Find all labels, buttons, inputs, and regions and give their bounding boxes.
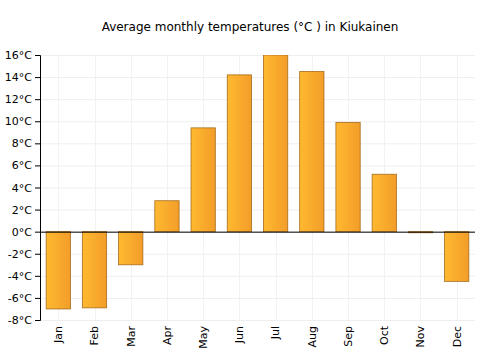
tick: Sep: [342, 320, 355, 347]
bar: [82, 232, 106, 308]
tick-label: May: [197, 326, 210, 349]
tick-mark: [35, 254, 40, 255]
tick-mark: [35, 276, 40, 277]
tick: -4°C: [8, 270, 40, 283]
grid-line: [40, 143, 475, 144]
tick-label: Jul: [269, 326, 282, 340]
tick: Jan: [52, 320, 65, 344]
tick: Feb: [88, 320, 101, 345]
tick-mark: [35, 121, 40, 122]
tick-mark: [35, 99, 40, 100]
tick: Jun: [233, 320, 246, 344]
tick: Nov: [414, 320, 427, 347]
bar: [191, 128, 215, 232]
tick-mark: [35, 232, 40, 233]
tick: 0°C: [12, 226, 40, 239]
tick-label: Apr: [161, 326, 174, 346]
tick: 2°C: [12, 204, 40, 217]
tick-label: Aug: [306, 326, 319, 347]
grid-line: [40, 77, 475, 78]
tick-mark: [35, 77, 40, 78]
tick: Aug: [306, 320, 319, 347]
tick: 14°C: [5, 71, 40, 84]
tick-mark: [35, 55, 40, 56]
title: Average monthly temperatures (°C ) in Ki…: [102, 20, 399, 34]
tick-label: -6°C: [8, 292, 32, 305]
tick: 16°C: [5, 49, 40, 62]
grid-line: [167, 55, 168, 320]
tick-label: -2°C: [8, 248, 32, 261]
grid-line: [420, 55, 421, 320]
tick-label: Mar: [125, 326, 138, 347]
tick: 12°C: [5, 93, 40, 106]
tick-label: 12°C: [5, 93, 32, 106]
tick: Mar: [125, 320, 138, 347]
tick-label: 16°C: [5, 49, 32, 62]
tick-label: Jan: [52, 326, 65, 344]
plot: -8°C -6°C -4°C -2°C 0°C 2°C 4°C 6°C 8°C 10°C 12°C 1…: [5, 49, 476, 349]
tick-mark: [35, 298, 40, 299]
bar: [119, 232, 143, 265]
tick-label: Oct: [378, 325, 391, 345]
tick: 4°C: [12, 182, 40, 195]
tick-label: Feb: [88, 326, 101, 345]
bar: [263, 55, 287, 232]
tick: -6°C: [8, 292, 40, 305]
grid-line: [40, 99, 475, 100]
tick-mark: [35, 320, 40, 321]
tick-label: -4°C: [8, 270, 32, 283]
tick: Dec: [451, 320, 464, 347]
bar: [372, 174, 396, 231]
tick: Jul: [269, 320, 282, 340]
bars: [46, 55, 469, 309]
grid-line: [40, 210, 475, 211]
tick-label: 4°C: [12, 182, 32, 195]
grid-line: [40, 55, 475, 56]
grid-line: [40, 188, 475, 189]
bar: [155, 201, 179, 232]
tick-label: 2°C: [12, 204, 32, 217]
tick-label: 10°C: [5, 115, 32, 128]
tick: Apr: [161, 320, 174, 345]
tick: -8°C: [8, 314, 40, 327]
tick: 10°C: [5, 115, 40, 128]
bar: [300, 72, 324, 232]
bar: [227, 75, 251, 232]
tick-label: Dec: [451, 326, 464, 347]
tick-mark: [35, 143, 40, 144]
grid-line: [40, 320, 475, 321]
tick-label: 14°C: [5, 71, 32, 84]
tick-mark: [35, 188, 40, 189]
tick: May: [197, 320, 210, 349]
tick: 6°C: [12, 159, 40, 172]
tick-label: -8°C: [8, 314, 32, 327]
tick-label: 0°C: [12, 226, 32, 239]
tick: -2°C: [8, 248, 40, 261]
zero-line: [40, 232, 475, 233]
tick-mark: [35, 165, 40, 166]
grid-line: [40, 165, 475, 166]
tick-label: Sep: [342, 326, 355, 347]
grid-line: [40, 232, 475, 233]
tick-label: Nov: [414, 326, 427, 348]
tick-label: 6°C: [12, 159, 32, 172]
tick-mark: [35, 210, 40, 211]
bar: [336, 122, 360, 231]
chart: Average monthly temperatures (°C ) in Ki…: [0, 0, 500, 350]
bar: [445, 232, 469, 282]
axis-line: [35, 56, 41, 321]
grid-line: [131, 55, 132, 320]
tick: 8°C: [12, 137, 40, 150]
axis-line: [41, 320, 476, 321]
bar: [46, 232, 70, 309]
tick: Oct: [378, 320, 391, 345]
x-axis: Jan Feb Mar Apr May Jun Jul Aug Sep Oct Nov Dec: [41, 320, 476, 349]
y-axis: -8°C -6°C -4°C -2°C 0°C 2°C 4°C 6°C 8°C 10°C 12°C 1…: [5, 49, 41, 327]
tick-label: 8°C: [12, 137, 32, 150]
tick-label: Jun: [233, 326, 246, 344]
grid: [40, 55, 475, 321]
grid-line: [40, 121, 475, 122]
